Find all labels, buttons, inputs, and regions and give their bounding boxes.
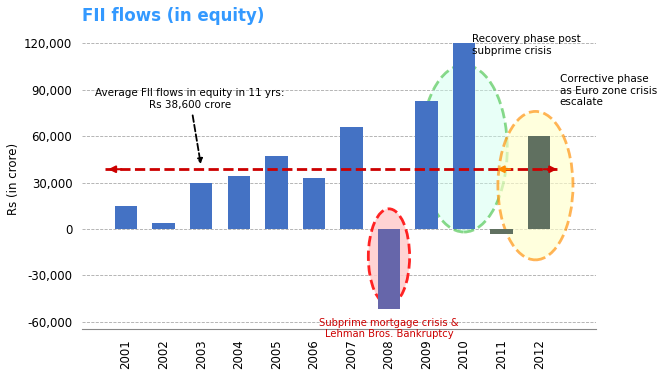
Bar xyxy=(228,176,250,229)
Y-axis label: Rs (in crore): Rs (in crore) xyxy=(7,143,20,215)
Bar xyxy=(340,127,363,229)
Bar xyxy=(303,178,325,229)
Bar xyxy=(528,136,550,229)
Text: Recovery phase post
subprime crisis: Recovery phase post subprime crisis xyxy=(471,34,580,56)
Bar xyxy=(190,182,212,229)
Bar xyxy=(265,156,288,229)
Bar xyxy=(415,100,438,229)
Bar xyxy=(153,223,175,229)
Ellipse shape xyxy=(421,65,507,232)
Bar xyxy=(490,229,513,233)
Text: FII flows (in equity): FII flows (in equity) xyxy=(82,7,264,25)
Ellipse shape xyxy=(369,209,410,305)
Bar xyxy=(115,206,137,229)
Text: Average FII flows in equity in 11 yrs:
Rs 38,600 crore: Average FII flows in equity in 11 yrs: R… xyxy=(95,88,285,162)
Text: Corrective phase
as Euro zone crisis
escalate: Corrective phase as Euro zone crisis esc… xyxy=(560,74,657,108)
Bar xyxy=(453,43,475,229)
Text: Subprime mortgage crisis &
Lehman Bros. Bankruptcy: Subprime mortgage crisis & Lehman Bros. … xyxy=(319,318,459,340)
Ellipse shape xyxy=(498,111,573,260)
Bar xyxy=(378,229,400,309)
